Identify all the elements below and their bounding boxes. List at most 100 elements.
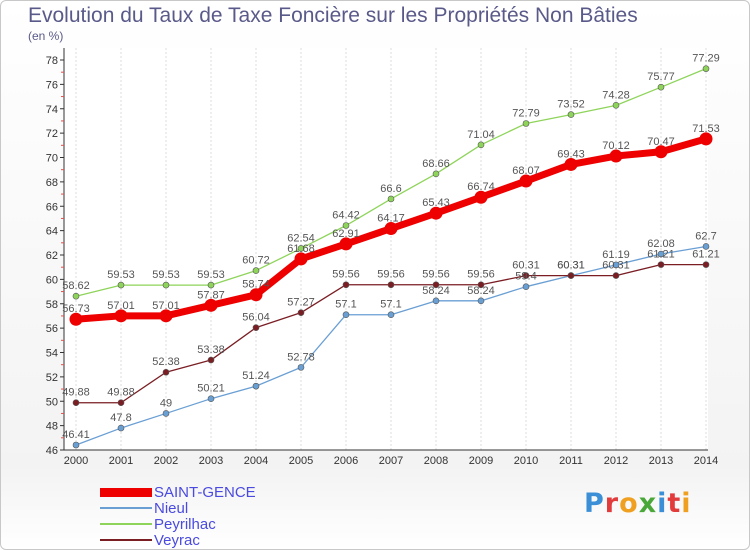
data-point	[609, 149, 623, 163]
legend-item: Veyrac	[100, 532, 256, 549]
data-point	[162, 410, 170, 417]
logo-letter: i	[681, 488, 692, 519]
logo-letter: P	[584, 488, 605, 519]
legend-swatch	[100, 507, 152, 509]
data-point	[657, 261, 665, 268]
legend-item: Nieul	[100, 499, 256, 517]
data-point	[72, 292, 80, 300]
data-point	[252, 267, 260, 274]
data-label: 66.6	[380, 183, 401, 195]
data-point	[114, 309, 128, 323]
x-tick-label: 2001	[109, 455, 133, 467]
data-label: 53.38	[197, 344, 225, 356]
x-tick-label: 2013	[649, 455, 673, 467]
data-point	[342, 311, 350, 319]
data-point	[477, 297, 485, 305]
data-label: 59.56	[467, 269, 495, 281]
data-label: 71.04	[467, 129, 495, 141]
x-tick-label: 2012	[604, 455, 628, 467]
data-label: 61.19	[602, 249, 630, 261]
data-label: 57.1	[380, 299, 401, 311]
data-point	[699, 132, 713, 146]
data-label: 73.52	[557, 99, 585, 111]
data-label: 59.56	[422, 269, 450, 281]
data-point	[207, 356, 215, 364]
logo-letter: r	[604, 488, 620, 519]
data-label: 65.43	[422, 197, 450, 209]
legend-swatch	[100, 523, 152, 525]
logo-letter: t	[667, 488, 682, 519]
x-tick-label: 2008	[424, 455, 448, 467]
data-label: 77.29	[692, 53, 720, 65]
data-label: 56.73	[62, 303, 90, 315]
legend-item: Peyrilhac	[100, 515, 256, 533]
y-tick-label: 64	[46, 226, 58, 238]
data-label: 57.87	[197, 289, 225, 301]
data-label: 71.53	[692, 123, 720, 135]
x-tick-label: 2009	[469, 455, 493, 467]
data-point	[69, 312, 83, 326]
logo-letter: o	[619, 488, 639, 519]
data-point	[429, 206, 443, 220]
data-point	[432, 281, 440, 289]
x-tick-label: 2002	[154, 455, 178, 467]
data-point	[339, 237, 353, 251]
data-label: 58.24	[467, 285, 495, 297]
data-point	[294, 252, 308, 266]
data-label: 66.74	[467, 181, 495, 193]
data-point	[612, 272, 620, 279]
data-point	[387, 195, 395, 203]
data-label: 64.17	[377, 213, 405, 225]
data-point	[702, 65, 710, 72]
legend-label: Nieul	[154, 499, 189, 517]
data-point	[249, 288, 263, 302]
data-point	[612, 261, 620, 269]
legend-item: SAINT-GENCE	[100, 484, 256, 501]
data-label: 49	[160, 397, 172, 409]
data-label: 62.08	[647, 238, 675, 250]
data-point	[567, 272, 575, 279]
data-label: 62.54	[287, 232, 315, 244]
data-label: 75.77	[647, 71, 675, 83]
y-tick-label: 72	[46, 128, 58, 140]
data-point	[252, 324, 260, 331]
data-label: 58.62	[62, 280, 90, 292]
data-point	[117, 424, 125, 432]
y-tick-label: 68	[46, 177, 58, 189]
plot-area	[64, 48, 708, 450]
legend-label: Peyrilhac	[154, 515, 216, 533]
data-point	[72, 399, 80, 407]
data-label: 62.7	[695, 230, 716, 242]
data-point	[162, 368, 170, 376]
data-label: 59.53	[197, 269, 225, 281]
data-label: 56.04	[242, 312, 270, 324]
data-label: 51.24	[242, 370, 270, 382]
data-label: 70.12	[602, 140, 630, 152]
data-label: 68.66	[422, 158, 450, 170]
y-tick-label: 70	[46, 153, 58, 165]
data-label: 52.38	[152, 356, 180, 368]
data-point	[297, 245, 305, 252]
data-point	[432, 170, 440, 178]
data-point	[204, 298, 218, 312]
data-point	[117, 399, 125, 407]
data-point	[72, 441, 80, 449]
x-tick-label: 2007	[379, 455, 403, 467]
data-label: 61.21	[647, 249, 675, 261]
y-tick-label: 60	[46, 274, 58, 286]
data-point	[297, 309, 305, 316]
data-point	[564, 157, 578, 171]
logo-letter: x	[638, 488, 658, 519]
y-tick-label: 56	[46, 323, 58, 335]
data-label: 57.27	[287, 297, 315, 309]
data-point	[207, 281, 215, 289]
data-point	[522, 272, 530, 279]
y-tick-label: 52	[46, 372, 58, 384]
y-tick-label: 46	[46, 445, 58, 457]
x-tick-label: 2000	[64, 455, 88, 467]
data-point	[612, 102, 620, 109]
data-point	[387, 311, 395, 319]
y-tick-label: 76	[46, 79, 58, 91]
y-tick-label: 50	[46, 396, 58, 408]
